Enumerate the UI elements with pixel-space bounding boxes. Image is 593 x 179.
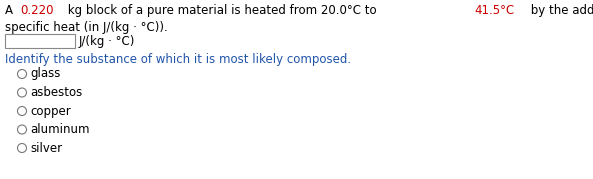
Text: aluminum: aluminum [30,123,90,136]
Text: silver: silver [30,142,62,154]
Text: copper: copper [30,105,71,117]
Text: asbestos: asbestos [30,86,82,99]
Text: kg block of a pure material is heated from 20.0°C to: kg block of a pure material is heated fr… [64,4,380,17]
Bar [5,34,75,48]
Text: glass: glass [30,67,60,81]
Text: A: A [5,4,17,17]
Text: 0.220: 0.220 [20,4,54,17]
Text: 41.5°C: 41.5°C [474,4,515,17]
Text: by the addition of: by the addition of [527,4,593,17]
Text: Identify the substance of which it is most likely composed.: Identify the substance of which it is mo… [5,53,351,66]
Text: specific heat (in J/(kg · °C)).: specific heat (in J/(kg · °C)). [5,21,168,34]
Text: J/(kg · °C): J/(kg · °C) [79,35,135,47]
